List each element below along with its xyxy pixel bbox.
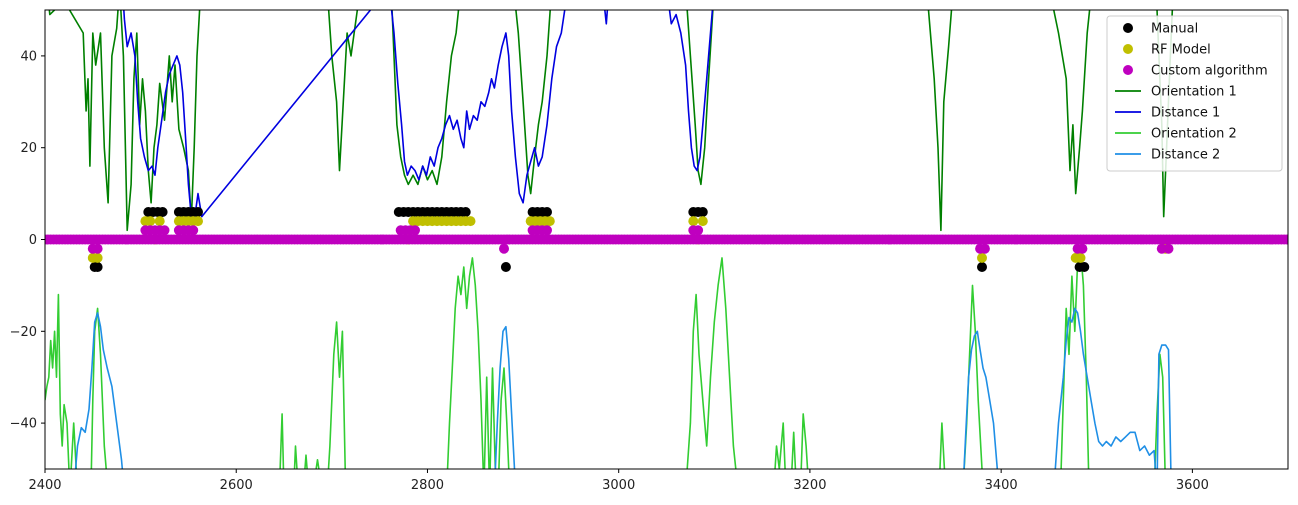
series-line-1	[48, 10, 1174, 232]
legend-label: Distance 1	[1151, 106, 1220, 121]
legend-entry[interactable]: Distance 1	[1115, 106, 1220, 121]
legend-label: RF Model	[1151, 43, 1211, 58]
marker-point	[465, 216, 476, 227]
marker-point	[542, 207, 552, 217]
x-tick-label: 2800	[411, 478, 444, 493]
marker-point	[697, 216, 708, 227]
series-line-2	[123, 10, 714, 222]
marker-point	[499, 243, 509, 254]
marker-point	[977, 262, 987, 272]
legend-label: Manual	[1151, 22, 1198, 37]
legend[interactable]: Manual RF Model Custom algorithm Orientatio…	[1106, 15, 1283, 172]
marker-point	[145, 216, 156, 227]
x-tick-label: 3400	[985, 478, 1018, 493]
series-line-4	[74, 307, 1172, 469]
legend-entry[interactable]: Distance 2	[1115, 148, 1220, 163]
marker-point	[1163, 243, 1174, 254]
y-tick-label: −40	[10, 417, 37, 432]
x-tick-label: 2600	[220, 478, 253, 493]
legend-label: Custom algorithm	[1151, 64, 1268, 79]
legend-entry[interactable]: Orientation 2	[1115, 127, 1237, 142]
x-tick-label: 3600	[1176, 478, 1209, 493]
y-tick-label: 20	[20, 141, 37, 156]
legend-entry[interactable]: Custom algorithm	[1123, 64, 1268, 79]
marker-point	[157, 207, 168, 217]
legend-entry[interactable]: Manual	[1123, 22, 1198, 37]
marker-point	[460, 207, 471, 217]
legend-label: Orientation 2	[1151, 127, 1237, 142]
x-tick-label: 3000	[602, 478, 635, 493]
legend-marker	[1123, 23, 1133, 33]
marker-point	[154, 216, 165, 227]
x-tick-label: 3200	[793, 478, 826, 493]
marker-point	[92, 262, 103, 272]
marker-point	[188, 225, 199, 236]
series-lines	[45, 10, 1174, 469]
marker-point	[1075, 252, 1086, 263]
legend-entry[interactable]: RF Model	[1123, 43, 1211, 58]
marker-point	[697, 207, 708, 217]
y-tick-label: 40	[20, 49, 37, 64]
marker-point	[544, 216, 555, 227]
marker-point	[92, 243, 103, 254]
series-line-3	[45, 247, 1166, 469]
marker-point	[410, 225, 420, 236]
marker-point	[193, 216, 203, 227]
marker-points	[45, 207, 1288, 272]
y-tick-label: −20	[10, 325, 37, 340]
marker-series-1	[89, 207, 1090, 272]
legend-label: Orientation 1	[1151, 85, 1237, 100]
legend-marker	[1123, 44, 1133, 54]
marker-point	[1282, 234, 1288, 245]
axes: 2400 2600 2800 3000 3200 3400 3600 −40 −20 0 20 40	[10, 49, 1209, 493]
marker-point	[500, 262, 511, 272]
marker-point	[193, 207, 203, 217]
marker-point	[688, 216, 699, 227]
marker-point	[542, 225, 552, 236]
marker-point	[693, 225, 704, 236]
legend-box	[1106, 15, 1283, 172]
legend-label: Distance 2	[1151, 148, 1220, 163]
marker-point	[977, 252, 987, 263]
marker-point	[159, 225, 170, 236]
y-tick-label: 0	[29, 233, 37, 248]
legend-marker	[1123, 65, 1133, 75]
marker-point	[92, 252, 103, 263]
legend-entry[interactable]: Orientation 1	[1115, 85, 1237, 100]
x-tick-label: 2400	[28, 478, 61, 493]
marker-point	[979, 243, 990, 254]
marker-series-2	[87, 216, 1171, 263]
marker-point	[1079, 262, 1090, 272]
marker-point	[1077, 243, 1088, 254]
marker-series-3	[45, 225, 1288, 254]
